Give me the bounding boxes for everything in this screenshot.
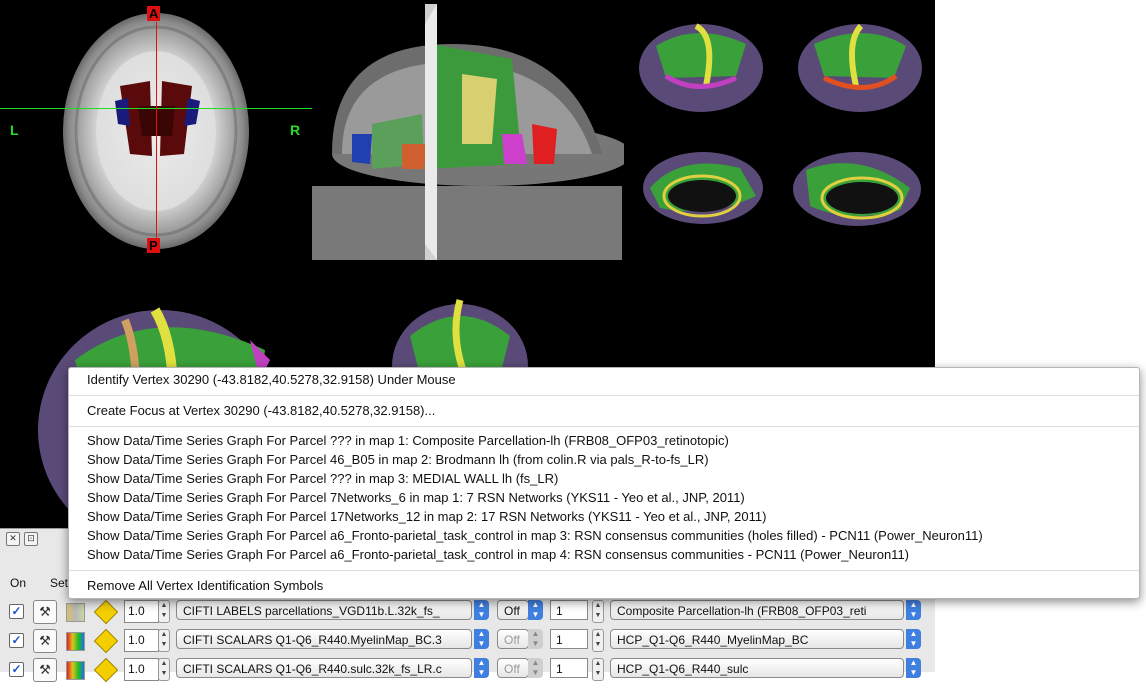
overlay-select-arrow[interactable]: ▲ ▼: [528, 600, 543, 620]
map-select-arrow[interactable]: ▲ ▼: [906, 658, 921, 678]
checkmark-icon: ✓: [11, 633, 22, 647]
map-index-field[interactable]: 1: [550, 629, 588, 649]
layer-enabled-checkbox[interactable]: ✓: [9, 633, 24, 648]
layer-file-select[interactable]: CIFTI SCALARS Q1-Q6_R440.MyelinMap_BC.3: [176, 629, 472, 649]
vertical-crosshair: [156, 22, 157, 242]
menu-item-graph-parcel-3[interactable]: Show Data/Time Series Graph For Parcel ?…: [87, 471, 559, 486]
opacity-spinbox[interactable]: 1.0: [124, 600, 159, 623]
vertex-context-menu: Identify Vertex 30290 (-43.8182,40.5278,…: [68, 367, 1140, 599]
map-name-select[interactable]: Composite Parcellation-lh (FRB08_OFP03_r…: [610, 600, 904, 620]
overlay-yoke-select[interactable]: Off: [497, 629, 529, 649]
menu-item-graph-parcel-7[interactable]: Show Data/Time Series Graph For Parcel a…: [87, 547, 910, 562]
overlay-select-arrow[interactable]: ▲ ▼: [528, 629, 543, 649]
opacity-spinbox[interactable]: 1.0: [124, 658, 159, 681]
menu-item-remove-symbols[interactable]: Remove All Vertex Identification Symbols: [87, 578, 324, 593]
opacity-spinbox[interactable]: 1.0: [124, 629, 159, 652]
right-label: R: [290, 122, 301, 138]
map-select-arrow[interactable]: ▲ ▼: [906, 600, 921, 620]
layer-enabled-checkbox[interactable]: ✓: [9, 662, 24, 677]
wrench-icon[interactable]: ⚒: [33, 658, 57, 682]
file-select-arrow[interactable]: ▲ ▼: [474, 629, 489, 649]
map-index-field[interactable]: 1: [550, 658, 588, 678]
opacity-stepper[interactable]: ▲ ▼: [158, 629, 170, 652]
menu-item-graph-parcel-5[interactable]: Show Data/Time Series Graph For Parcel 1…: [87, 509, 767, 524]
yellow-diamond-icon[interactable]: [93, 628, 119, 654]
volume-3d-view[interactable]: [312, 4, 624, 260]
menu-item-graph-parcel-1[interactable]: Show Data/Time Series Graph For Parcel ?…: [87, 433, 729, 448]
file-select-arrow[interactable]: ▲ ▼: [474, 658, 489, 678]
surface-lateral-left[interactable]: [636, 16, 766, 116]
overlay-yoke-select[interactable]: Off: [497, 600, 529, 620]
opacity-stepper[interactable]: ▲ ▼: [158, 658, 170, 681]
wrench-icon[interactable]: ⚒: [33, 600, 57, 624]
yellow-diamond-icon[interactable]: [93, 599, 119, 625]
surface-medial-left[interactable]: [640, 148, 766, 228]
posterior-label: P: [147, 238, 160, 253]
map-index-stepper[interactable]: ▲ ▼: [592, 629, 604, 652]
column-header-on: On: [10, 576, 27, 590]
close-icon[interactable]: ✕: [6, 532, 20, 546]
menu-item-graph-parcel-6[interactable]: Show Data/Time Series Graph For Parcel a…: [87, 528, 983, 543]
column-header-settings: Set: [50, 576, 69, 590]
wrench-icon[interactable]: ⚒: [33, 629, 57, 653]
surface-medial-right[interactable]: [790, 148, 924, 230]
map-index-stepper[interactable]: ▲ ▼: [592, 658, 604, 681]
surface-dorsal-right[interactable]: [390, 296, 530, 376]
color-bar-icon[interactable]: [66, 603, 85, 622]
menu-item-graph-parcel-4[interactable]: Show Data/Time Series Graph For Parcel 7…: [87, 490, 745, 505]
layer-row-2: ✓ ⚒ 1.0 ▲ ▼ CIFTI SCALARS Q1-Q6_R440.Myel…: [0, 628, 935, 659]
surface-lateral-right[interactable]: [796, 16, 924, 116]
layer-enabled-checkbox[interactable]: ✓: [9, 604, 24, 619]
checkmark-icon: ✓: [11, 662, 22, 676]
overlay-yoke-select[interactable]: Off: [497, 658, 529, 678]
layer-row-1: ✓ ⚒ 1.0 ▲ ▼ CIFTI LABELS parcellations_VG…: [0, 599, 935, 630]
menu-separator: [69, 395, 1139, 396]
restore-icon[interactable]: ⊡: [24, 532, 38, 546]
opacity-stepper[interactable]: ▲ ▼: [158, 600, 170, 623]
layer-file-select[interactable]: CIFTI SCALARS Q1-Q6_R440.sulc.32k_fs_LR.…: [176, 658, 472, 678]
overlay-select-arrow[interactable]: ▲ ▼: [528, 658, 543, 678]
color-bar-icon[interactable]: [66, 632, 85, 651]
menu-item-create-focus[interactable]: Create Focus at Vertex 30290 (-43.8182,4…: [87, 403, 436, 418]
map-select-arrow[interactable]: ▲ ▼: [906, 629, 921, 649]
menu-item-identify-vertex[interactable]: Identify Vertex 30290 (-43.8182,40.5278,…: [87, 372, 456, 387]
checkmark-icon: ✓: [11, 604, 22, 618]
map-name-select[interactable]: HCP_Q1-Q6_R440_sulc: [610, 658, 904, 678]
yellow-diamond-icon[interactable]: [93, 657, 119, 683]
menu-item-graph-parcel-2[interactable]: Show Data/Time Series Graph For Parcel 4…: [87, 452, 709, 467]
map-index-field[interactable]: 1: [550, 600, 588, 620]
file-select-arrow[interactable]: ▲ ▼: [474, 600, 489, 620]
menu-separator: [69, 426, 1139, 427]
anterior-label: A: [147, 6, 161, 21]
left-label: L: [10, 122, 19, 138]
map-name-select[interactable]: HCP_Q1-Q6_R440_MyelinMap_BC: [610, 629, 904, 649]
menu-separator: [69, 570, 1139, 571]
map-index-stepper[interactable]: ▲ ▼: [592, 600, 604, 623]
layer-row-3: ✓ ⚒ 1.0 ▲ ▼ CIFTI SCALARS Q1-Q6_R440.sulc…: [0, 657, 935, 688]
layer-file-select[interactable]: CIFTI LABELS parcellations_VGD11b.L.32k_…: [176, 600, 472, 620]
